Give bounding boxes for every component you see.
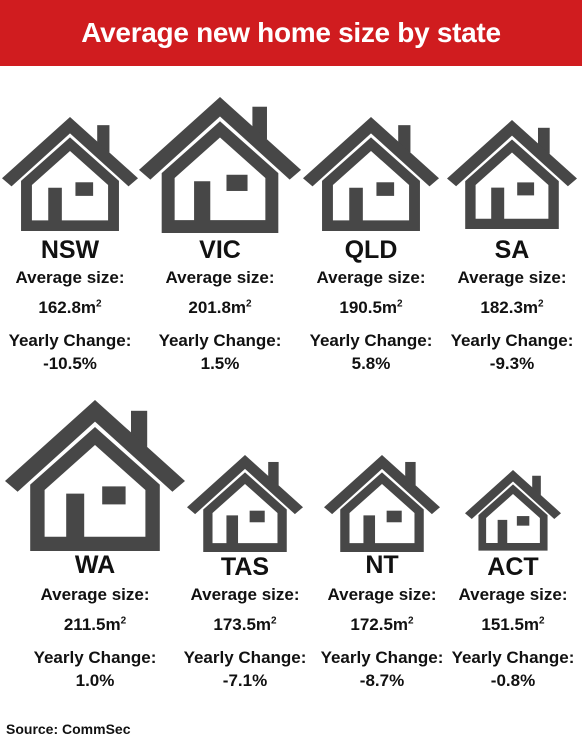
average-size-label: Average size: bbox=[40, 585, 150, 604]
unit-superscript: 2 bbox=[397, 298, 403, 310]
average-size-value: 172.5m2 bbox=[350, 615, 414, 634]
source-note: Source: CommSec bbox=[6, 721, 131, 737]
average-size-label: Average size: bbox=[327, 585, 437, 604]
average-size-value: 182.3m2 bbox=[480, 298, 544, 317]
yearly-change-value: -7.1% bbox=[222, 671, 268, 690]
yearly-change-label: Yearly Change: bbox=[183, 648, 307, 667]
yearly-change-value: -0.8% bbox=[490, 671, 536, 690]
unit-superscript: 2 bbox=[96, 298, 102, 310]
average-size-label: Average size: bbox=[458, 585, 568, 604]
average-size-label: Average size: bbox=[457, 268, 567, 287]
house-icon bbox=[303, 117, 439, 232]
house-icon bbox=[465, 470, 561, 551]
average-size-label: Average size: bbox=[15, 268, 125, 287]
state-name: NT bbox=[365, 551, 399, 579]
yearly-change-value: 5.8% bbox=[351, 354, 391, 373]
state-name: ACT bbox=[487, 553, 539, 581]
house-icon bbox=[5, 400, 185, 552]
yearly-change-label: Yearly Change: bbox=[309, 331, 433, 350]
average-size-label: Average size: bbox=[190, 585, 300, 604]
average-size-value: 162.8m2 bbox=[38, 298, 102, 317]
state-name: QLD bbox=[344, 236, 398, 264]
house-icon bbox=[447, 120, 577, 230]
unit-superscript: 2 bbox=[539, 615, 545, 627]
average-size-label: Average size: bbox=[165, 268, 275, 287]
yearly-change-value: -9.3% bbox=[489, 354, 535, 373]
title-banner: Average new home size by state bbox=[0, 0, 582, 66]
average-size-value: 211.5m2 bbox=[63, 615, 127, 634]
house-icon bbox=[187, 455, 303, 553]
average-size-label: Average size: bbox=[316, 268, 426, 287]
house-icon bbox=[139, 97, 301, 234]
yearly-change-value: -10.5% bbox=[43, 354, 97, 373]
state-name: NSW bbox=[40, 236, 100, 264]
unit-superscript: 2 bbox=[120, 615, 127, 627]
yearly-change-value: 1.5% bbox=[200, 354, 240, 373]
average-size-value: 190.5m2 bbox=[339, 298, 403, 317]
state-name: VIC bbox=[199, 236, 241, 264]
yearly-change-label: Yearly Change: bbox=[451, 648, 575, 667]
page-title: Average new home size by state bbox=[81, 17, 501, 48]
yearly-change-value: 1.0% bbox=[75, 671, 115, 690]
unit-superscript: 2 bbox=[246, 298, 252, 310]
average-size-value: 173.5m2 bbox=[213, 615, 277, 634]
yearly-change-label: Yearly Change: bbox=[158, 331, 282, 350]
state-name: SA bbox=[494, 236, 530, 264]
average-size-value: 151.5m2 bbox=[481, 615, 545, 634]
unit-superscript: 2 bbox=[271, 615, 277, 627]
yearly-change-label: Yearly Change: bbox=[320, 648, 444, 667]
unit-superscript: 2 bbox=[538, 298, 544, 310]
yearly-change-label: Yearly Change: bbox=[33, 648, 157, 667]
house-icon bbox=[2, 117, 138, 232]
yearly-change-value: -8.7% bbox=[359, 671, 405, 690]
unit-superscript: 2 bbox=[408, 615, 414, 627]
yearly-change-label: Yearly Change: bbox=[450, 331, 574, 350]
state-name: WA bbox=[74, 551, 116, 579]
house-icon bbox=[324, 455, 440, 553]
state-name: TAS bbox=[220, 553, 270, 581]
yearly-change-label: Yearly Change: bbox=[8, 331, 132, 350]
average-size-value: 201.8m2 bbox=[188, 298, 252, 317]
